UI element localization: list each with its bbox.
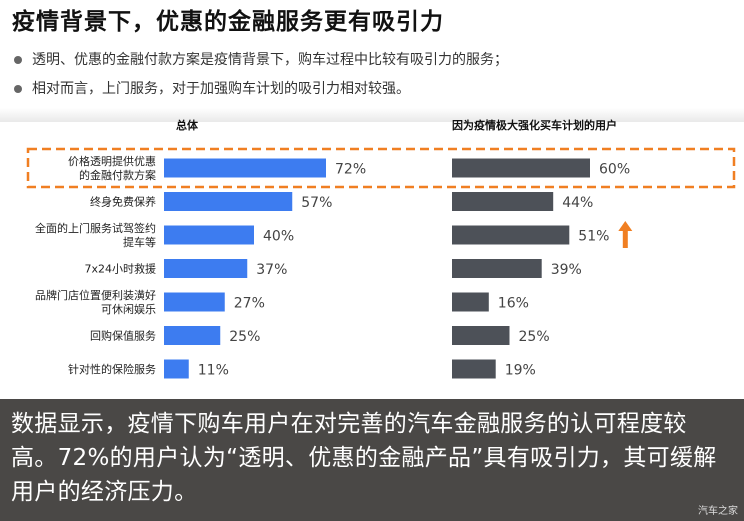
category-label: 品牌门店位置便利装潢好 — [35, 288, 156, 302]
category-label: 全面的上门服务试驾签约 — [35, 221, 156, 235]
bullet-dot-icon — [14, 56, 22, 64]
data-label: 37% — [256, 262, 287, 278]
bar — [452, 192, 554, 211]
category-label: 的金融付款方案 — [79, 168, 156, 182]
data-label: 19% — [505, 363, 536, 379]
watermark: 汽车之家 — [698, 506, 738, 517]
bar — [164, 192, 293, 211]
category-label: 可休闲娱乐 — [101, 302, 156, 316]
category-label: 价格透明提供优惠 — [68, 154, 156, 168]
data-label: 25% — [519, 329, 550, 345]
page-title: 疫情背景下，优惠的金融服务更有吸引力 — [12, 9, 444, 35]
bar — [164, 158, 326, 178]
data-label: 72% — [335, 162, 366, 178]
highlight-box — [26, 147, 736, 189]
data-label: 44% — [562, 195, 593, 211]
data-label: 60% — [599, 162, 630, 178]
bullet-text: 透明、优惠的金融付款方案是疫情背景下，购车过程中比较有吸引力的服务； — [32, 52, 508, 68]
data-label: 11% — [198, 363, 229, 379]
bar — [164, 225, 254, 245]
category-label: 终身免费保养 — [90, 195, 156, 209]
series-title-subgroup: 因为疫情极大强化买车计划的用户 — [452, 119, 617, 132]
category-label: 回购保值服务 — [90, 329, 156, 343]
data-label: 25% — [229, 329, 260, 345]
bullet-list: 透明、优惠的金融付款方案是疫情背景下，购车过程中比较有吸引力的服务； 相对而言，… — [14, 48, 508, 106]
category-label: 针对性的保险服务 — [68, 362, 156, 376]
bar — [452, 158, 590, 178]
data-label: 40% — [263, 229, 294, 245]
chart-header-bar — [0, 108, 744, 122]
bar — [452, 326, 510, 345]
bar — [452, 225, 570, 245]
bullet-item: 相对而言，上门服务，对于加强购车计划的吸引力相对较强。 — [14, 77, 508, 106]
data-label: 39% — [551, 262, 582, 278]
bar — [164, 326, 221, 345]
bar — [164, 359, 189, 379]
bullet-dot-icon — [14, 85, 22, 93]
bar — [164, 259, 248, 278]
bar — [452, 259, 542, 278]
series-title-overall: 总体 — [176, 119, 198, 132]
bar — [452, 359, 496, 379]
bar — [452, 292, 489, 312]
data-label: 16% — [498, 296, 529, 312]
data-label: 51% — [578, 229, 609, 245]
category-label: 提车等 — [123, 235, 156, 249]
data-label: 57% — [301, 195, 332, 211]
bar — [164, 292, 225, 312]
conclusion-text: 数据显示，疫情下购车用户在对完善的汽车金融服务的认可程度较高。72%的用户认为“… — [11, 411, 717, 505]
category-label: 7x24小时救援 — [84, 262, 156, 276]
bullet-item: 透明、优惠的金融付款方案是疫情背景下，购车过程中比较有吸引力的服务； — [14, 48, 508, 77]
bullet-text: 相对而言，上门服务，对于加强购车计划的吸引力相对较强。 — [32, 81, 410, 97]
up-arrow-icon — [618, 221, 633, 248]
data-label: 27% — [234, 296, 265, 312]
conclusion-panel: 数据显示，疫情下购车用户在对完善的汽车金融服务的认可程度较高。72%的用户认为“… — [0, 399, 744, 521]
